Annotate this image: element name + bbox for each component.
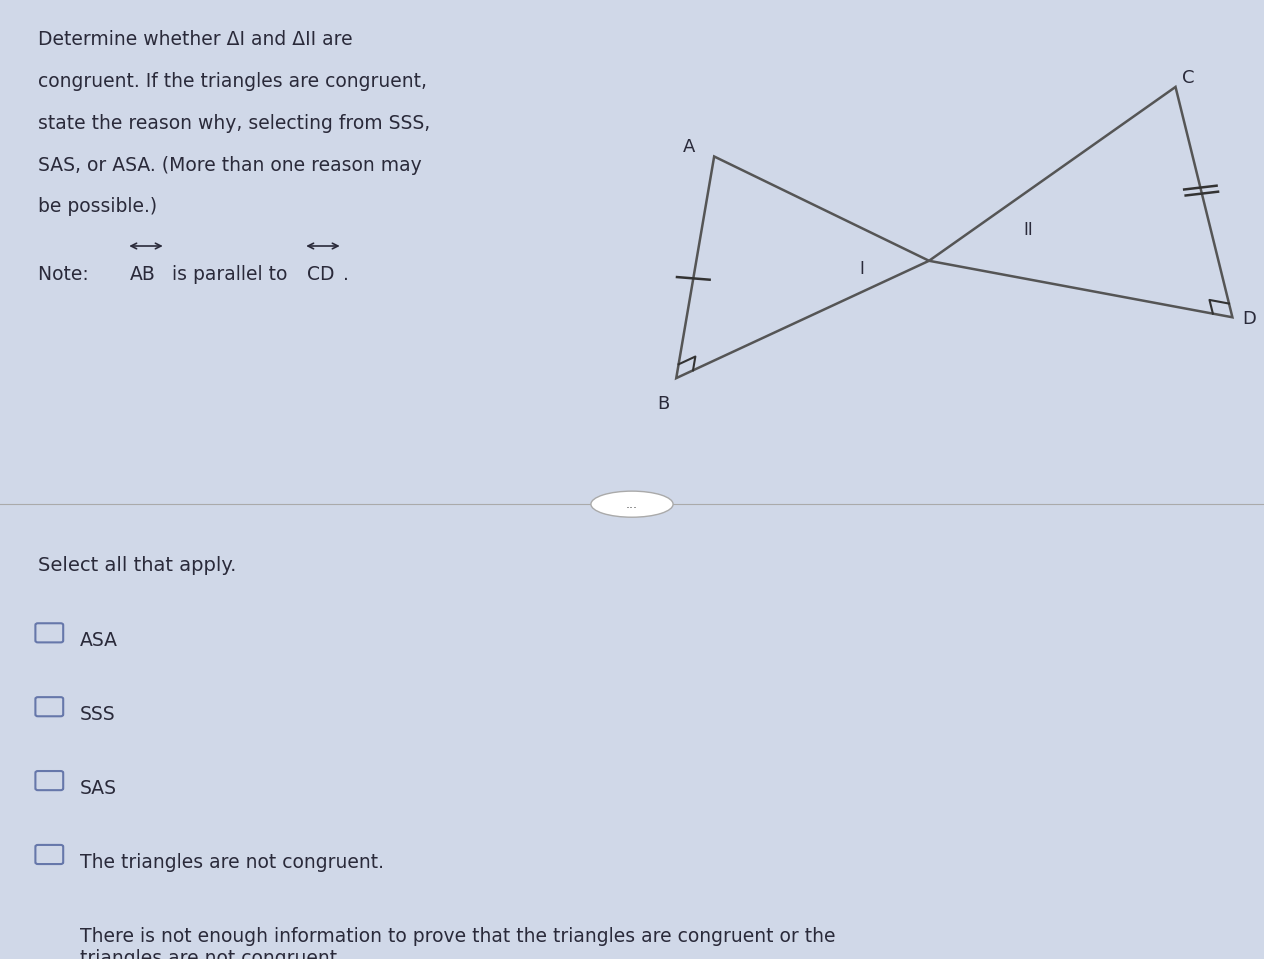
Text: B: B [657, 394, 670, 412]
Text: ...: ... [626, 498, 638, 511]
Text: CD: CD [307, 265, 335, 284]
Text: AB: AB [130, 265, 155, 284]
Text: The triangles are not congruent.: The triangles are not congruent. [80, 853, 384, 872]
Text: D: D [1243, 310, 1256, 328]
Text: ASA: ASA [80, 631, 118, 650]
Text: There is not enough information to prove that the triangles are congruent or the: There is not enough information to prove… [80, 926, 836, 959]
Text: Note:: Note: [38, 265, 95, 284]
Text: SAS, or ASA. (More than one reason may: SAS, or ASA. (More than one reason may [38, 155, 422, 175]
Text: .: . [343, 265, 349, 284]
Text: Determine whether ΔI and ΔII are: Determine whether ΔI and ΔII are [38, 31, 353, 50]
Text: II: II [1024, 221, 1034, 239]
Text: SSS: SSS [80, 705, 115, 724]
Text: A: A [683, 138, 695, 156]
Ellipse shape [590, 491, 672, 517]
Text: state the reason why, selecting from SSS,: state the reason why, selecting from SSS… [38, 114, 430, 133]
Text: Select all that apply.: Select all that apply. [38, 556, 236, 575]
Text: be possible.): be possible.) [38, 198, 157, 217]
Text: is parallel to: is parallel to [166, 265, 293, 284]
Text: SAS: SAS [80, 779, 116, 798]
Text: C: C [1182, 69, 1194, 86]
Text: I: I [860, 260, 865, 278]
Text: congruent. If the triangles are congruent,: congruent. If the triangles are congruen… [38, 72, 427, 91]
